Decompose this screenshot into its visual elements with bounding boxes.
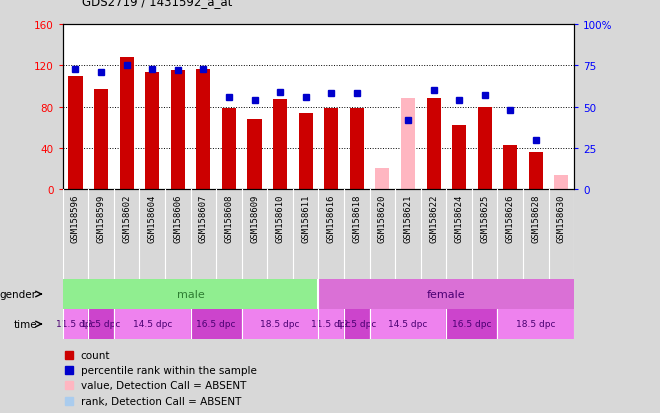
Text: 11.5 dpc: 11.5 dpc [55,320,95,329]
Text: time: time [13,319,37,329]
Text: 14.5 dpc: 14.5 dpc [388,320,428,329]
Bar [478,107,492,190]
Text: GSM158604: GSM158604 [148,194,156,242]
Text: 18.5 dpc: 18.5 dpc [260,320,300,329]
Text: GSM158630: GSM158630 [557,194,566,242]
Bar [63,309,88,339]
Text: 16.5 dpc: 16.5 dpc [197,320,236,329]
Text: 16.5 dpc: 16.5 dpc [452,320,492,329]
Bar [446,309,498,339]
Bar [191,309,242,339]
Text: GSM158618: GSM158618 [352,194,361,242]
Bar [222,108,236,190]
Bar [88,309,114,339]
Text: 18.5 dpc: 18.5 dpc [516,320,556,329]
Text: GSM158606: GSM158606 [174,194,182,242]
Text: GSM158616: GSM158616 [327,194,336,242]
Text: 12.5 dpc: 12.5 dpc [81,320,121,329]
Text: male: male [177,289,205,299]
Bar [319,309,344,339]
Text: GSM158621: GSM158621 [403,194,412,242]
Bar [119,58,134,190]
Bar [242,309,319,339]
Text: percentile rank within the sample: percentile rank within the sample [81,366,257,375]
Bar [529,152,543,190]
Text: GSM158620: GSM158620 [378,194,387,242]
Bar [94,90,108,190]
Bar [324,108,339,190]
Bar [298,114,313,190]
Bar [370,309,446,339]
Bar [376,169,389,190]
Bar [452,126,466,190]
Text: 11.5 dpc: 11.5 dpc [312,320,351,329]
Bar [145,73,159,190]
Text: GSM158622: GSM158622 [429,194,438,242]
Bar [69,76,82,190]
Text: GSM158626: GSM158626 [506,194,515,242]
Text: rank, Detection Call = ABSENT: rank, Detection Call = ABSENT [81,396,241,406]
Bar [273,100,287,190]
Bar [344,309,370,339]
Text: GSM158625: GSM158625 [480,194,489,242]
Text: GSM158602: GSM158602 [122,194,131,242]
Bar [319,279,574,309]
Bar [503,145,517,190]
Text: GSM158610: GSM158610 [276,194,284,242]
Text: female: female [427,289,466,299]
Bar [63,279,319,309]
Bar [196,70,211,190]
Text: gender: gender [0,289,37,299]
Text: 14.5 dpc: 14.5 dpc [133,320,172,329]
Bar [171,71,185,190]
Text: GSM158628: GSM158628 [531,194,541,242]
Text: GSM158611: GSM158611 [301,194,310,242]
Bar [401,99,415,190]
Bar [498,309,574,339]
Bar [350,108,364,190]
Bar [554,175,568,190]
Text: GSM158608: GSM158608 [224,194,234,242]
Text: GSM158596: GSM158596 [71,194,80,242]
Text: GSM158624: GSM158624 [455,194,463,242]
Bar [426,99,441,190]
Text: 12.5 dpc: 12.5 dpc [337,320,376,329]
Text: GSM158599: GSM158599 [96,194,106,242]
Text: GSM158607: GSM158607 [199,194,208,242]
Bar [114,309,191,339]
Bar [248,120,261,190]
Text: count: count [81,350,110,360]
Text: GDS2719 / 1431592_a_at: GDS2719 / 1431592_a_at [82,0,233,7]
Text: GSM158609: GSM158609 [250,194,259,242]
Text: value, Detection Call = ABSENT: value, Detection Call = ABSENT [81,380,246,390]
